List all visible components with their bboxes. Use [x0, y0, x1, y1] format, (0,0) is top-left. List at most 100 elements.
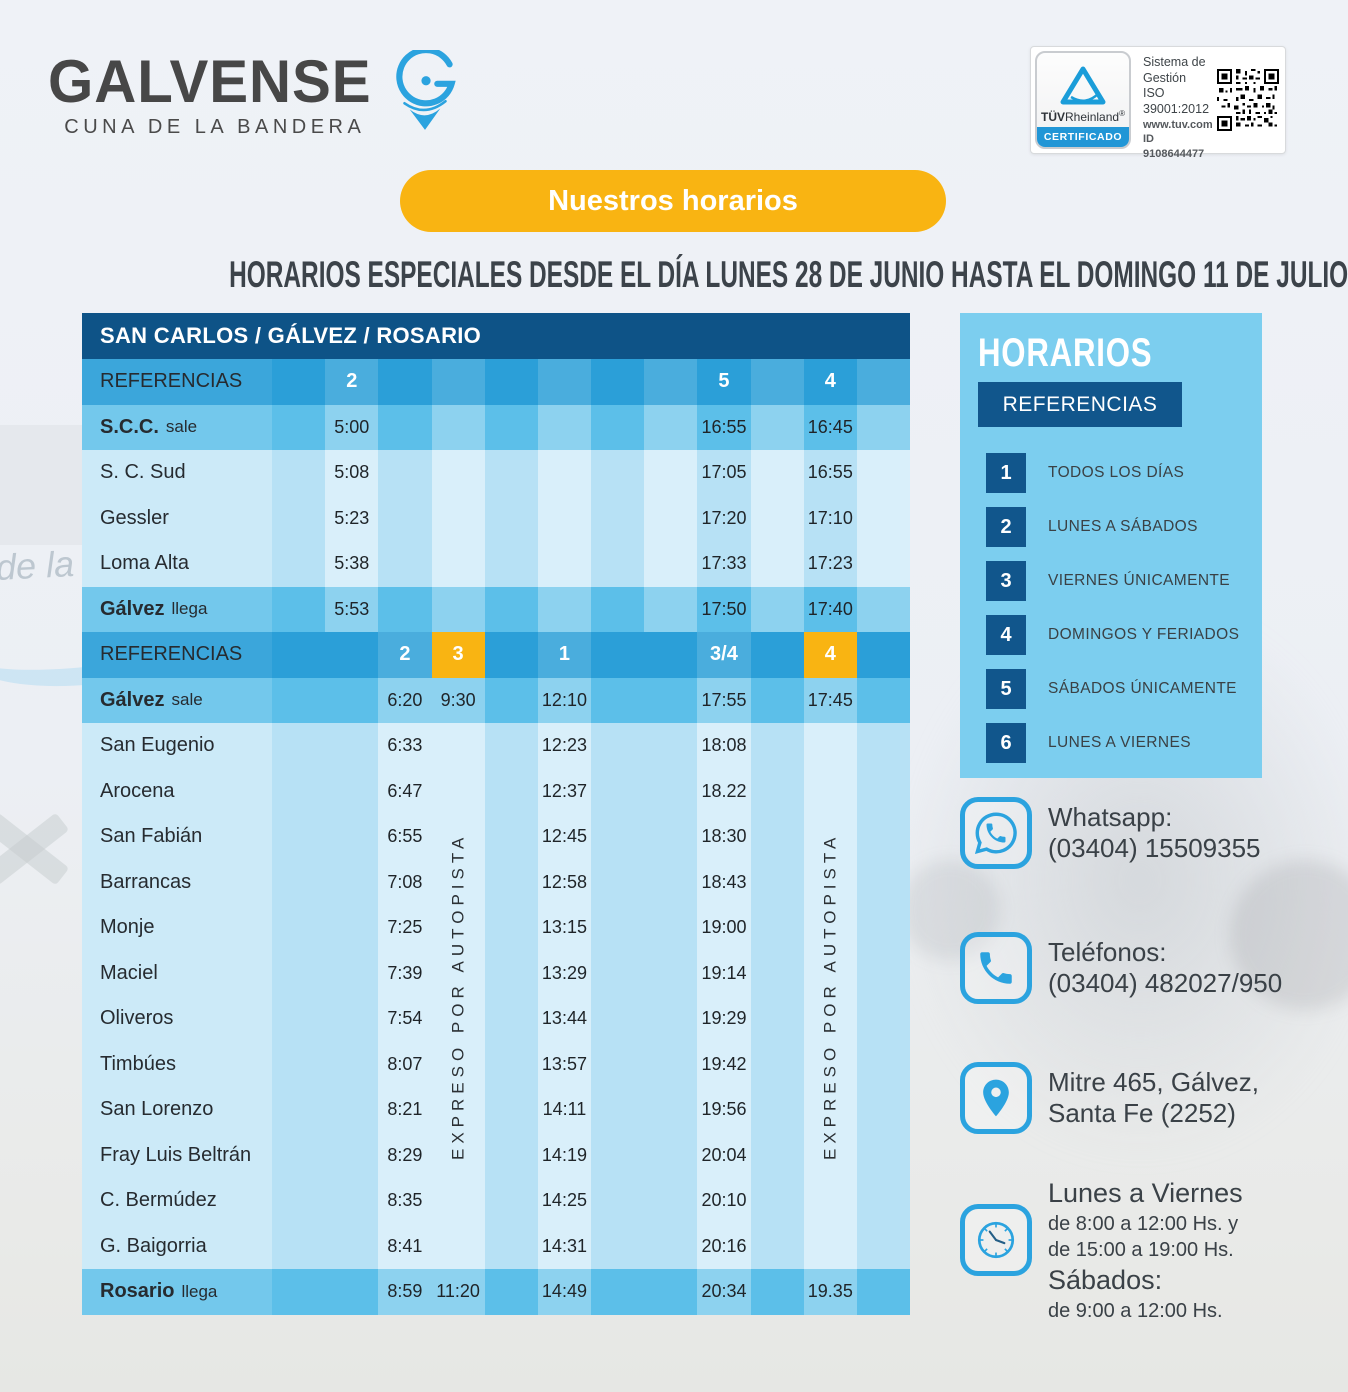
grid-cell — [644, 996, 697, 1042]
grid-cell — [431, 768, 485, 814]
grid-cell — [431, 1132, 485, 1178]
grid-cell — [431, 1178, 485, 1224]
grid-cell — [537, 586, 592, 632]
time-cell: 12:45 — [537, 814, 592, 860]
tuv-brand-text: TÜVRheinland® — [1041, 109, 1125, 124]
grid-cell — [750, 541, 804, 587]
grid-cell — [325, 1224, 378, 1270]
grid-cell — [644, 1224, 697, 1270]
time-cell: 18:43 — [697, 859, 751, 905]
time-cell: 7:54 — [378, 996, 432, 1042]
grid-cell — [751, 996, 804, 1042]
station-name: S.C.C. sale — [82, 404, 272, 450]
grid-cell — [803, 1132, 857, 1178]
grid-cell — [591, 1087, 644, 1133]
station-name-text: sale — [165, 417, 198, 437]
station-row: Loma Alta 5:38 17:33 17:23 — [82, 541, 911, 587]
station-name-bold: S.C.C. — [100, 415, 159, 438]
grid-cell — [431, 814, 485, 860]
legend-subtitle: REFERENCIAS — [978, 382, 1182, 427]
grid-cell — [325, 1042, 378, 1088]
time-cell: 18:08 — [697, 723, 751, 769]
legend-item-4: 4 DOMINGOS Y FERIADOS — [986, 615, 1262, 655]
route-header: SAN CARLOS / GÁLVEZ / ROSARIO — [82, 313, 910, 359]
time-cell: 14:19 — [537, 1132, 592, 1178]
grid-cell — [644, 678, 697, 724]
phone-icon — [960, 932, 1032, 1004]
station-name-bold: Gálvez — [100, 688, 165, 711]
station-row: S.C.C. sale 5:00 16:55 16:45 — [82, 404, 911, 451]
time-cell: 5:53 — [325, 586, 379, 632]
time-cell: 14:49 — [537, 1269, 592, 1315]
station-name: San Fabián — [82, 814, 272, 860]
grid-cell — [644, 586, 698, 632]
time-cell: 20:34 — [697, 1269, 751, 1315]
grid-cell — [485, 814, 538, 860]
station-name-text: Gessler — [100, 506, 169, 529]
grid-cell — [325, 905, 378, 951]
grid-cell — [272, 769, 325, 815]
grid-cell — [591, 905, 644, 951]
station-name-text: Arocena — [100, 779, 175, 802]
grid-cell — [325, 860, 378, 906]
grid-cell — [325, 1133, 378, 1179]
reference-cell: 3/4 — [697, 632, 751, 678]
time-cell: 13:29 — [537, 950, 592, 996]
time-cell: 12:23 — [537, 723, 592, 769]
grid-cell — [751, 1087, 804, 1133]
legend-item-label: DOMINGOS Y FERIADOS — [1048, 626, 1240, 643]
grid-cell — [644, 632, 697, 678]
station-row: Timbúes 8:07 13:57 19:42 — [82, 1041, 910, 1088]
station-name-text: G. Baigorria — [100, 1234, 207, 1257]
background-bus-watermark — [0, 425, 86, 545]
location-pin-icon — [960, 1062, 1032, 1134]
station-name: Monje — [82, 905, 272, 951]
grid-cell — [485, 1133, 538, 1179]
grid-cell — [431, 1087, 485, 1133]
grid-cell — [378, 405, 431, 451]
legend-item-label: VIERNES ÚNICAMENTE — [1048, 572, 1231, 589]
legend-item-3: 3 VIERNES ÚNICAMENTE — [986, 561, 1262, 601]
time-cell: 17:10 — [807, 507, 853, 528]
grid-cell — [751, 769, 804, 815]
grid-cell — [431, 950, 485, 996]
grid-cell — [378, 359, 431, 405]
legend-item-label: TODOS LOS DÍAS — [1048, 464, 1185, 481]
station-name: Oliveros — [82, 996, 272, 1042]
grid-cell — [485, 1087, 538, 1133]
time-cell: 19:00 — [697, 905, 751, 951]
grid-cell — [272, 450, 325, 496]
station-row: Gálvez sale 6:20 9:30 12:10 17:55 17:45 — [82, 677, 910, 724]
time-cell: 17:55 — [697, 677, 751, 723]
grid-cell — [485, 359, 538, 405]
grid-cell — [272, 1042, 325, 1088]
grid-cell — [431, 586, 485, 632]
nuestros-horarios-button[interactable]: Nuestros horarios — [400, 170, 946, 232]
grid-cell — [431, 541, 485, 587]
grid-cell — [644, 495, 698, 541]
grid-cell — [857, 1269, 910, 1315]
schedule-table: SAN CARLOS / GÁLVEZ / ROSARIO REFERENCIA… — [82, 313, 911, 1315]
tuv-logo-box: TÜVRheinland® CERTIFICADO — [1035, 51, 1131, 149]
station-name-text: Maciel — [100, 961, 158, 984]
grid-cell — [431, 1223, 485, 1269]
grid-cell — [856, 586, 911, 632]
grid-cell — [750, 450, 804, 496]
grid-cell — [485, 1178, 538, 1224]
grid-cell — [857, 996, 910, 1042]
time-cell: 12:10 — [537, 677, 592, 723]
grid-cell — [378, 450, 431, 496]
time-cell: 18.22 — [697, 768, 751, 814]
time-cell: 14:31 — [537, 1223, 592, 1269]
station-name-bold: Gálvez — [100, 597, 165, 620]
grid-cell — [591, 496, 644, 542]
grid-cell — [378, 496, 431, 542]
time-cell: 7:39 — [378, 950, 432, 996]
time-cell: 13:44 — [537, 996, 592, 1042]
grid-cell — [272, 996, 325, 1042]
grid-cell — [272, 723, 325, 769]
legend-list: 1 TODOS LOS DÍAS 2 LUNES A SÁBADOS 3 VIERNES … — [978, 453, 1262, 763]
grid-cell — [591, 1178, 644, 1224]
legend-item-label: LUNES A VIERNES — [1048, 734, 1191, 751]
grid-cell — [485, 678, 538, 724]
